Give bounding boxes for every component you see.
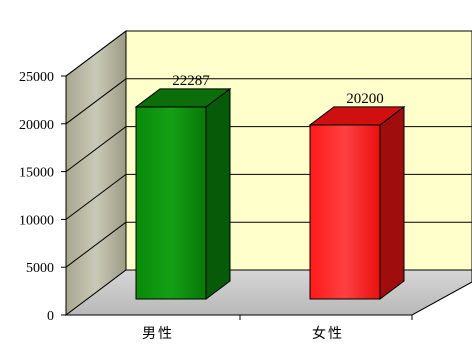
- data-label: 20200: [346, 91, 384, 107]
- bar-top: [134, 88, 232, 108]
- bar-front: [135, 106, 207, 300]
- grid-line-side: [65, 30, 127, 77]
- x-category-label: 女性: [312, 325, 344, 342]
- y-axis: 0 5000 10000 15000 20000 25000: [19, 70, 413, 324]
- data-label: 22287: [172, 73, 210, 89]
- bars: 22287 20200: [134, 73, 406, 300]
- bar-front: [309, 124, 381, 300]
- x-category-label: 男性: [142, 326, 174, 342]
- y-tick-label: 0: [47, 309, 54, 324]
- grid-line-side: [65, 126, 127, 173]
- y-tick-label: 15000: [19, 166, 54, 181]
- side-wall: [65, 30, 127, 316]
- bar-side: [379, 105, 405, 300]
- y-tick-label: 10000: [19, 213, 54, 228]
- floor: [64, 269, 472, 316]
- y-tick-label: 5000: [26, 261, 54, 276]
- x-axis-labels: 男性 女性: [142, 325, 344, 342]
- bar-top: [308, 106, 406, 126]
- y-tick-label: 20000: [19, 118, 54, 133]
- grid-line-side: [65, 221, 127, 268]
- grid-line-side: [65, 78, 127, 125]
- bar-side: [205, 87, 231, 300]
- grid-line-side: [65, 173, 127, 220]
- y-tick-label: 25000: [19, 70, 54, 85]
